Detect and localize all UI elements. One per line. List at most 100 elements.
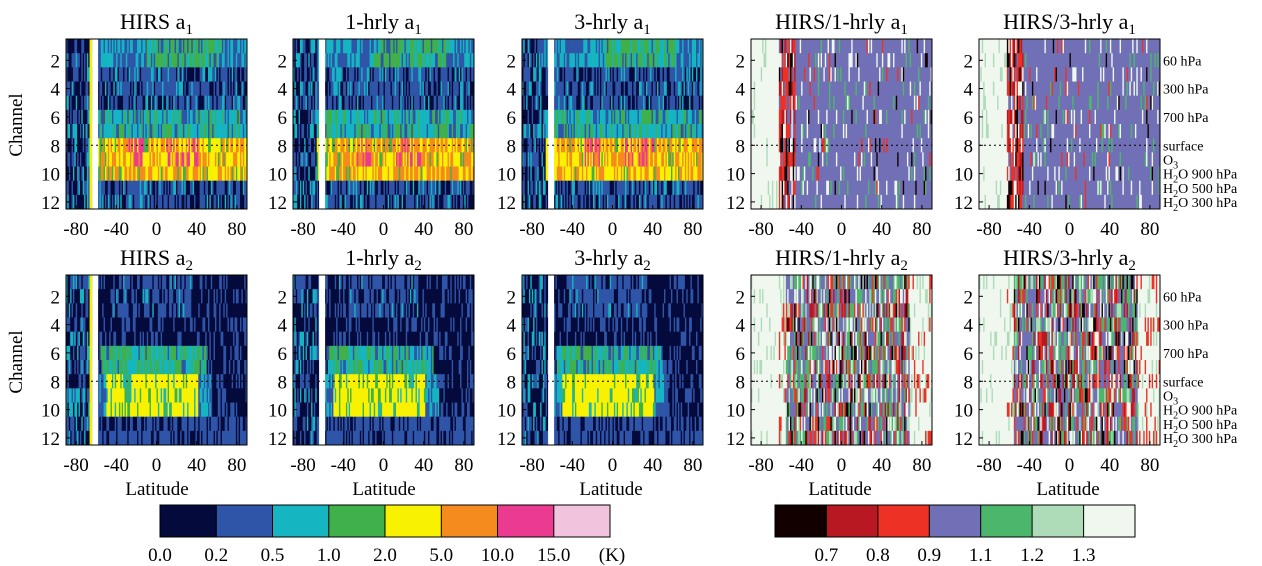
cell	[81, 39, 84, 54]
cell	[114, 124, 117, 139]
cell	[123, 109, 125, 125]
cell	[226, 81, 228, 97]
cell	[347, 194, 350, 210]
cell	[234, 152, 237, 167]
cell	[141, 166, 143, 182]
cell	[348, 194, 351, 210]
cell	[308, 194, 311, 210]
cell	[309, 180, 312, 196]
cell	[182, 95, 185, 111]
cell	[233, 95, 235, 111]
cell	[98, 109, 100, 125]
cell	[106, 194, 109, 210]
cell	[71, 194, 74, 210]
cell	[141, 180, 143, 196]
cell	[315, 109, 318, 125]
cell	[156, 109, 159, 125]
cell	[293, 124, 295, 139]
cell	[138, 53, 141, 68]
cell	[124, 81, 127, 97]
cell	[206, 124, 209, 139]
cell	[306, 95, 309, 111]
cell	[238, 81, 241, 97]
cell	[116, 152, 118, 167]
cell	[123, 39, 125, 54]
cell	[201, 124, 203, 139]
cell	[198, 124, 201, 139]
cell	[298, 81, 301, 97]
cell	[164, 152, 167, 167]
cell	[315, 67, 318, 82]
cell	[316, 109, 319, 125]
cell	[244, 166, 247, 182]
cell	[145, 166, 148, 182]
cell	[312, 124, 315, 139]
cell	[148, 109, 150, 125]
cell	[336, 39, 338, 54]
cell	[359, 109, 362, 125]
cell	[177, 180, 180, 196]
cell	[66, 152, 68, 167]
cell	[188, 152, 191, 167]
cell	[217, 95, 220, 111]
cell	[78, 152, 81, 167]
cell	[123, 194, 125, 210]
cell	[153, 138, 156, 153]
cell	[331, 95, 334, 111]
cell	[74, 109, 77, 125]
cell	[326, 53, 329, 68]
cell	[180, 124, 182, 139]
cell	[298, 152, 301, 167]
cell	[315, 124, 318, 139]
cell	[209, 194, 212, 210]
cell	[348, 166, 351, 182]
cell	[331, 138, 334, 153]
cell	[125, 124, 128, 139]
cell	[230, 95, 233, 111]
cell	[235, 95, 238, 111]
cell	[171, 109, 174, 125]
cell	[302, 109, 305, 125]
cell	[355, 81, 358, 97]
cell	[345, 180, 348, 196]
x-tick-label: 40	[643, 219, 662, 240]
cell	[118, 95, 121, 111]
cell	[336, 166, 338, 182]
cell	[185, 194, 188, 210]
cell	[333, 53, 336, 68]
cell	[223, 81, 226, 97]
cell	[306, 194, 309, 210]
cell	[145, 67, 148, 82]
cell	[141, 81, 143, 97]
cell	[293, 180, 295, 196]
cell	[131, 95, 134, 111]
cell	[185, 109, 188, 125]
cell	[111, 39, 114, 54]
cell	[208, 39, 210, 54]
cell	[181, 180, 184, 196]
cell	[312, 152, 315, 167]
cell	[137, 67, 139, 82]
cell	[187, 166, 189, 182]
cell	[162, 67, 164, 82]
cell	[88, 124, 91, 139]
cell	[230, 124, 233, 139]
cell	[195, 124, 198, 139]
cell	[79, 138, 82, 153]
cell	[311, 53, 313, 68]
cell	[191, 67, 194, 82]
cell	[77, 67, 79, 82]
cell	[185, 166, 188, 182]
cell	[244, 152, 247, 167]
cell	[71, 81, 74, 97]
cell	[311, 138, 313, 153]
cell	[219, 53, 221, 68]
cell	[355, 53, 358, 68]
cell	[150, 81, 153, 97]
cell	[220, 95, 223, 111]
cell	[102, 138, 104, 153]
cell	[150, 67, 153, 82]
cell	[99, 95, 102, 111]
cell	[220, 180, 223, 196]
cell	[79, 53, 82, 68]
